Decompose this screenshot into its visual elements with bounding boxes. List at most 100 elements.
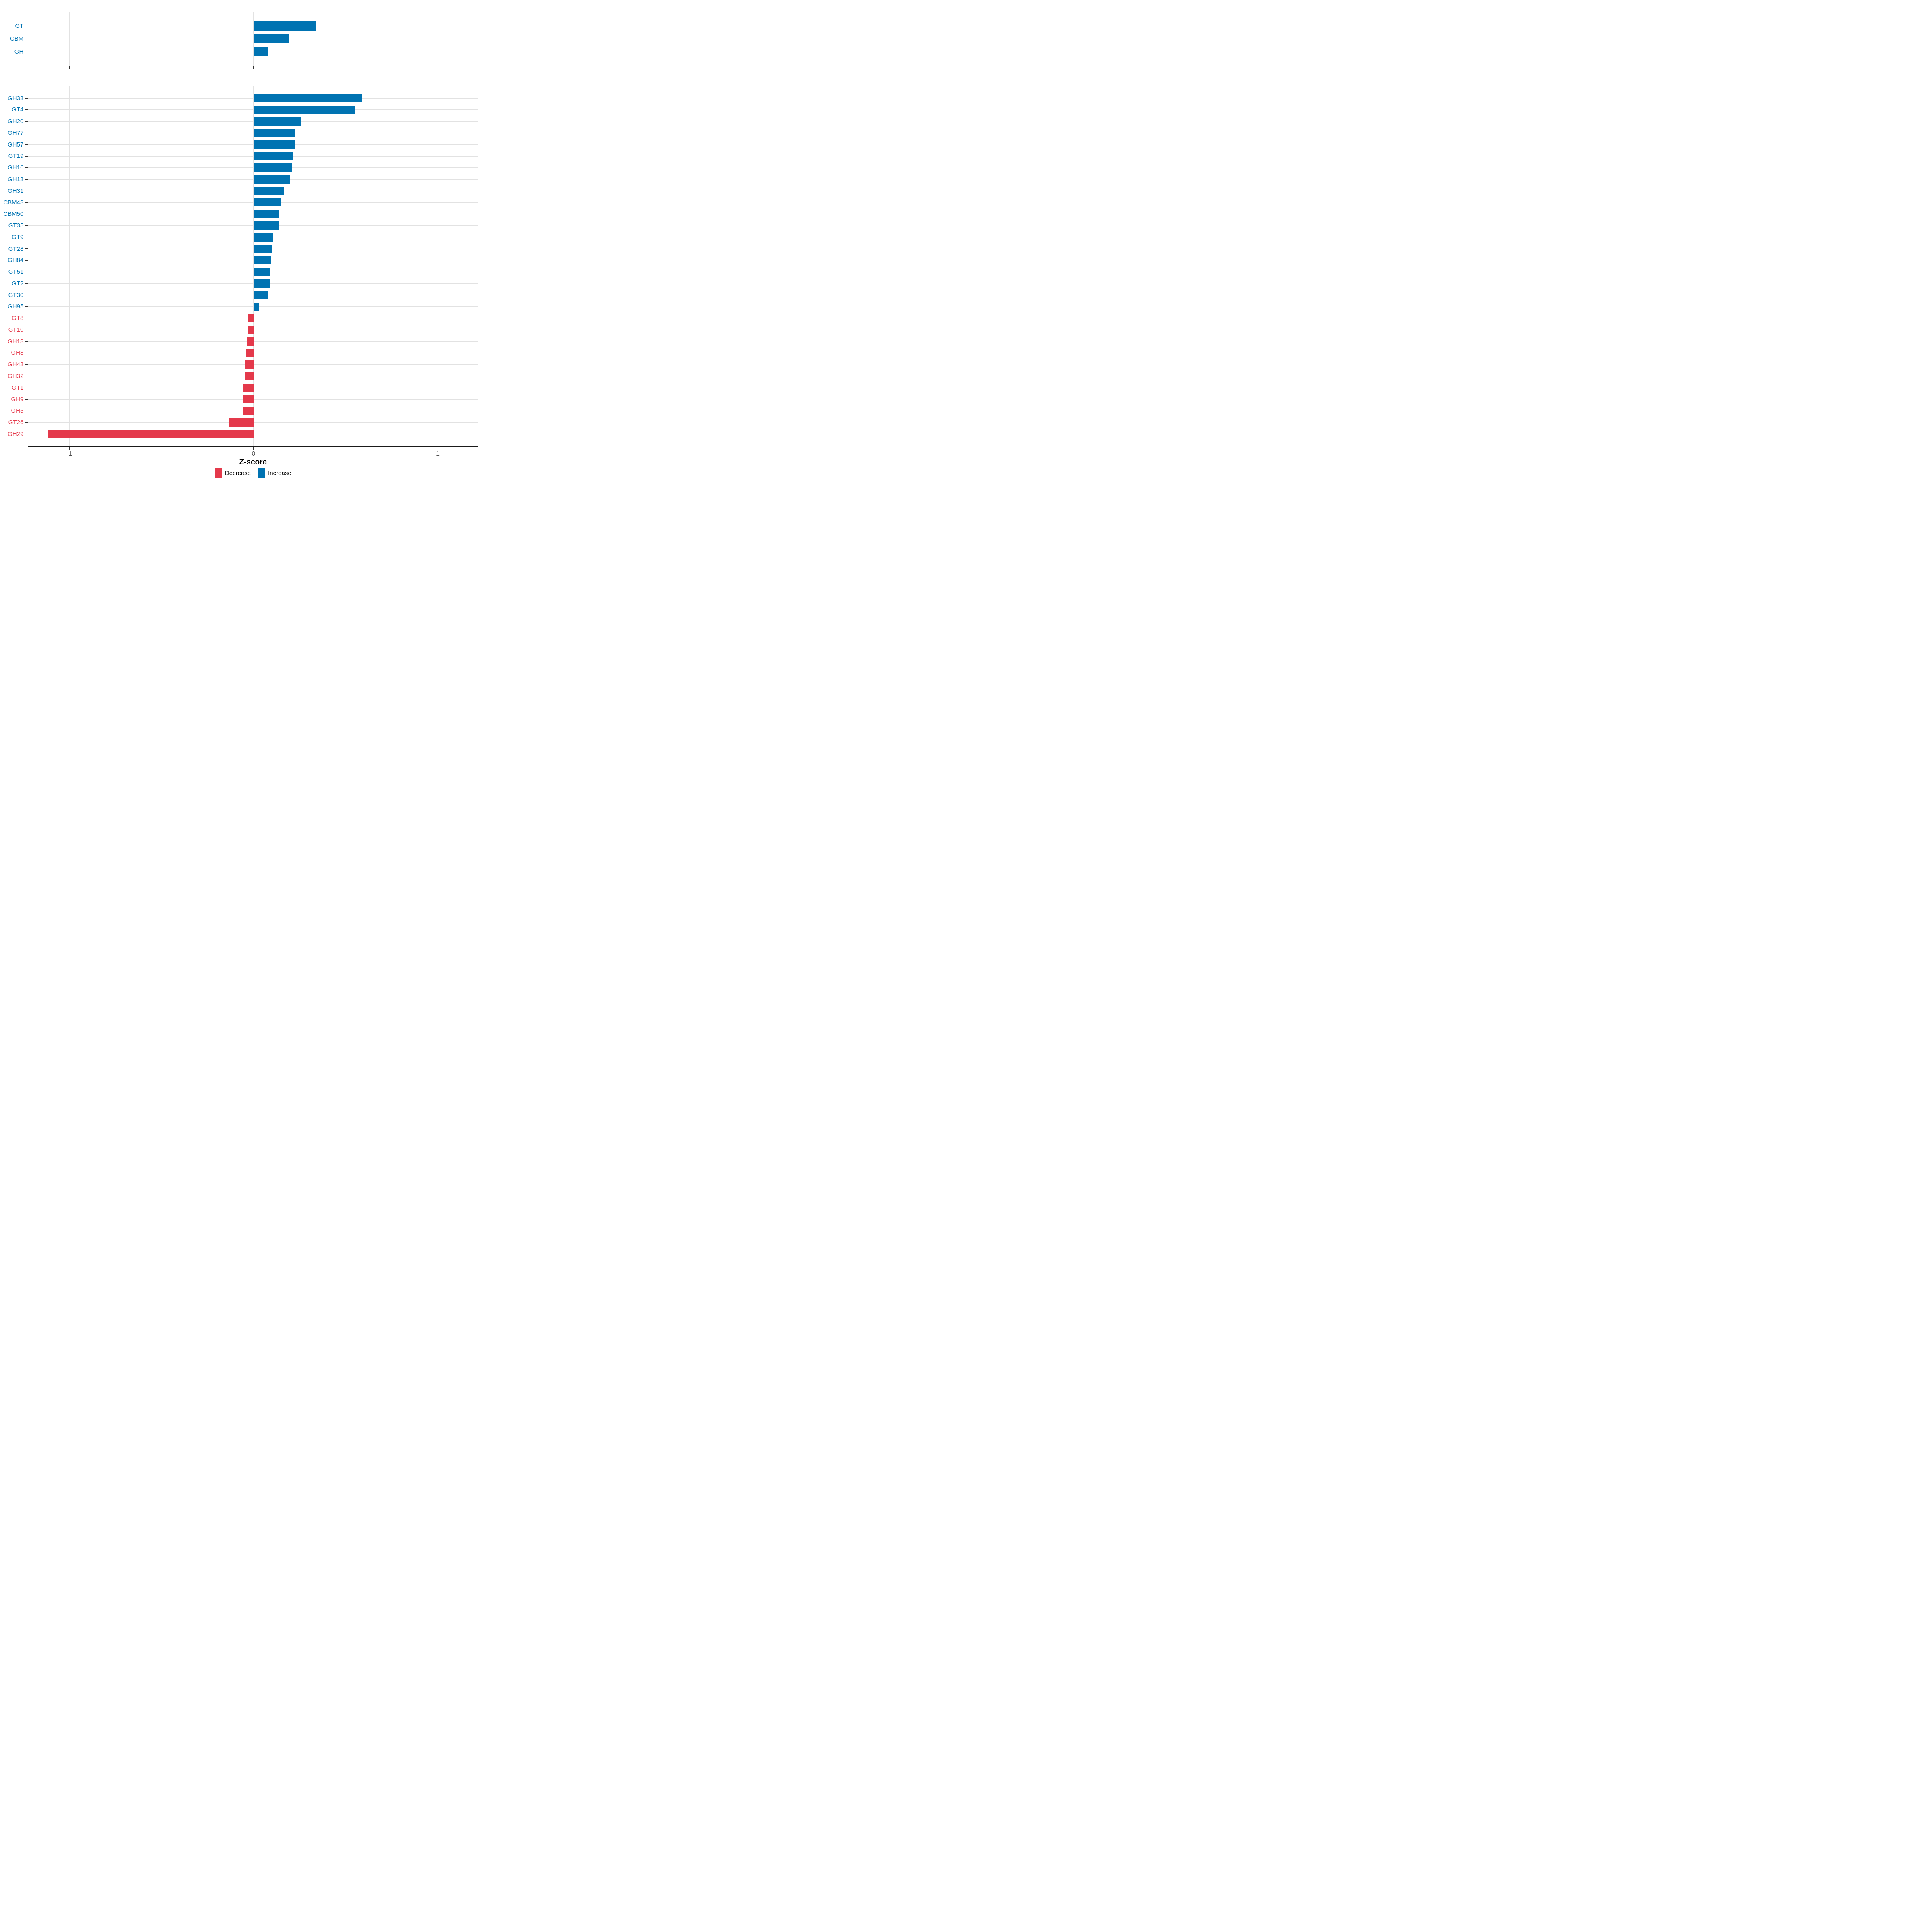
legend-item-decrease: Decrease: [215, 468, 251, 478]
legend: Decrease Increase: [28, 468, 478, 478]
y-label-GT: GT: [15, 22, 24, 29]
y-label-GT35: GT35: [8, 222, 24, 229]
v-gridline: [253, 85, 254, 447]
bar-GH32: [244, 372, 254, 380]
y-tick-GT2: [25, 283, 28, 284]
bar-GH43: [245, 360, 254, 369]
x-tick-mark: [253, 66, 254, 69]
bar-CBM50: [253, 210, 280, 219]
y-label-GH5: GH5: [11, 407, 24, 415]
y-label-GH77: GH77: [8, 129, 24, 136]
bar-GT26: [229, 418, 254, 427]
bar-GH33: [253, 94, 362, 103]
h-gridline: [28, 283, 479, 284]
y-tick-GH57: [25, 144, 28, 145]
y-tick-GT26: [25, 422, 28, 423]
h-gridline: [28, 144, 479, 145]
h-gridline: [28, 121, 479, 122]
bar-GT19: [253, 152, 293, 161]
h-gridline: [28, 225, 479, 226]
bar-GH20: [253, 117, 301, 126]
bar-GH77: [253, 129, 295, 137]
bar-GH95: [253, 302, 259, 311]
increase-color-swatch: [258, 468, 265, 478]
y-label-GH95: GH95: [8, 303, 24, 310]
y-label-GT9: GT9: [12, 233, 24, 241]
y-label-GH9: GH9: [11, 396, 24, 403]
y-tick-GT28: [25, 248, 28, 249]
x-tick-label-0: 0: [252, 450, 256, 457]
h-gridline: [28, 179, 479, 180]
bar-GT35: [253, 221, 279, 230]
h-gridline: [28, 98, 479, 99]
legend-item-increase: Increase: [258, 468, 291, 478]
bar-GT10: [247, 326, 254, 334]
bar-GH16: [253, 163, 292, 172]
bar-GT28: [253, 244, 272, 253]
v-gridline: [69, 85, 70, 447]
bar-GT9: [253, 233, 274, 242]
y-label-GT8: GT8: [12, 315, 24, 322]
bar-GH5: [243, 407, 254, 415]
y-label-GH31: GH31: [8, 187, 24, 194]
y-label-GH29: GH29: [8, 430, 24, 438]
bar-GH84: [253, 256, 271, 265]
y-label-GH33: GH33: [8, 95, 24, 102]
y-label-GH: GH: [14, 48, 24, 55]
y-label-GH13: GH13: [8, 176, 24, 183]
bar-GT51: [253, 268, 270, 276]
bar-GT8: [248, 314, 254, 323]
y-tick-GT35: [25, 225, 28, 226]
y-label-CBM48: CBM48: [3, 199, 24, 206]
bar-GH18: [247, 337, 254, 346]
bar-GH31: [253, 186, 285, 195]
h-gridline: [28, 306, 479, 307]
bar-GH57: [253, 140, 295, 149]
y-tick-GH20: [25, 121, 28, 122]
h-gridline: [28, 109, 479, 110]
x-tick-mark: [69, 447, 70, 450]
bar-GH13: [253, 175, 291, 184]
y-tick-GH43: [25, 364, 28, 365]
legend-label-decrease: Decrease: [225, 469, 251, 477]
y-label-CBM50: CBM50: [3, 211, 24, 218]
bar-GT1: [243, 383, 254, 392]
y-label-GH57: GH57: [8, 141, 24, 148]
h-gridline: [28, 167, 479, 168]
bar-GT: [253, 21, 316, 31]
x-tick-mark: [69, 66, 70, 69]
bar-CBM48: [253, 198, 281, 207]
y-label-GT2: GT2: [12, 280, 24, 287]
bar-GH: [253, 47, 269, 56]
bar-GT2: [253, 279, 270, 288]
bar-GH3: [245, 349, 254, 357]
bar-GT4: [253, 105, 355, 114]
y-tick-GH18: [25, 341, 28, 342]
x-tick-label-1: 1: [436, 450, 440, 457]
x-axis-title: Z-score: [239, 458, 267, 466]
legend-label-increase: Increase: [268, 469, 291, 477]
bar-GH29: [48, 430, 254, 438]
bar-GT30: [253, 291, 268, 299]
y-tick-GT4: [25, 109, 28, 110]
bar-CBM: [253, 34, 289, 43]
x-tick-mark: [253, 447, 254, 450]
y-tick-GH13: [25, 179, 28, 180]
y-label-GT1: GT1: [12, 384, 24, 391]
y-label-GH18: GH18: [8, 338, 24, 345]
y-label-GT30: GT30: [8, 291, 24, 299]
y-label-GH3: GH3: [11, 349, 24, 357]
y-label-GH32: GH32: [8, 373, 24, 380]
y-label-GT51: GT51: [8, 268, 24, 276]
y-label-GT19: GT19: [8, 153, 24, 160]
y-label-GT26: GT26: [8, 419, 24, 426]
x-tick-label--1: -1: [66, 450, 72, 457]
y-label-GT4: GT4: [12, 106, 24, 114]
y-label-GH84: GH84: [8, 257, 24, 264]
y-label-GH20: GH20: [8, 118, 24, 125]
y-label-GT28: GT28: [8, 245, 24, 252]
y-label-GH16: GH16: [8, 164, 24, 171]
y-label-GT10: GT10: [8, 326, 24, 333]
y-label-GH43: GH43: [8, 361, 24, 368]
bar-GH9: [243, 395, 254, 404]
